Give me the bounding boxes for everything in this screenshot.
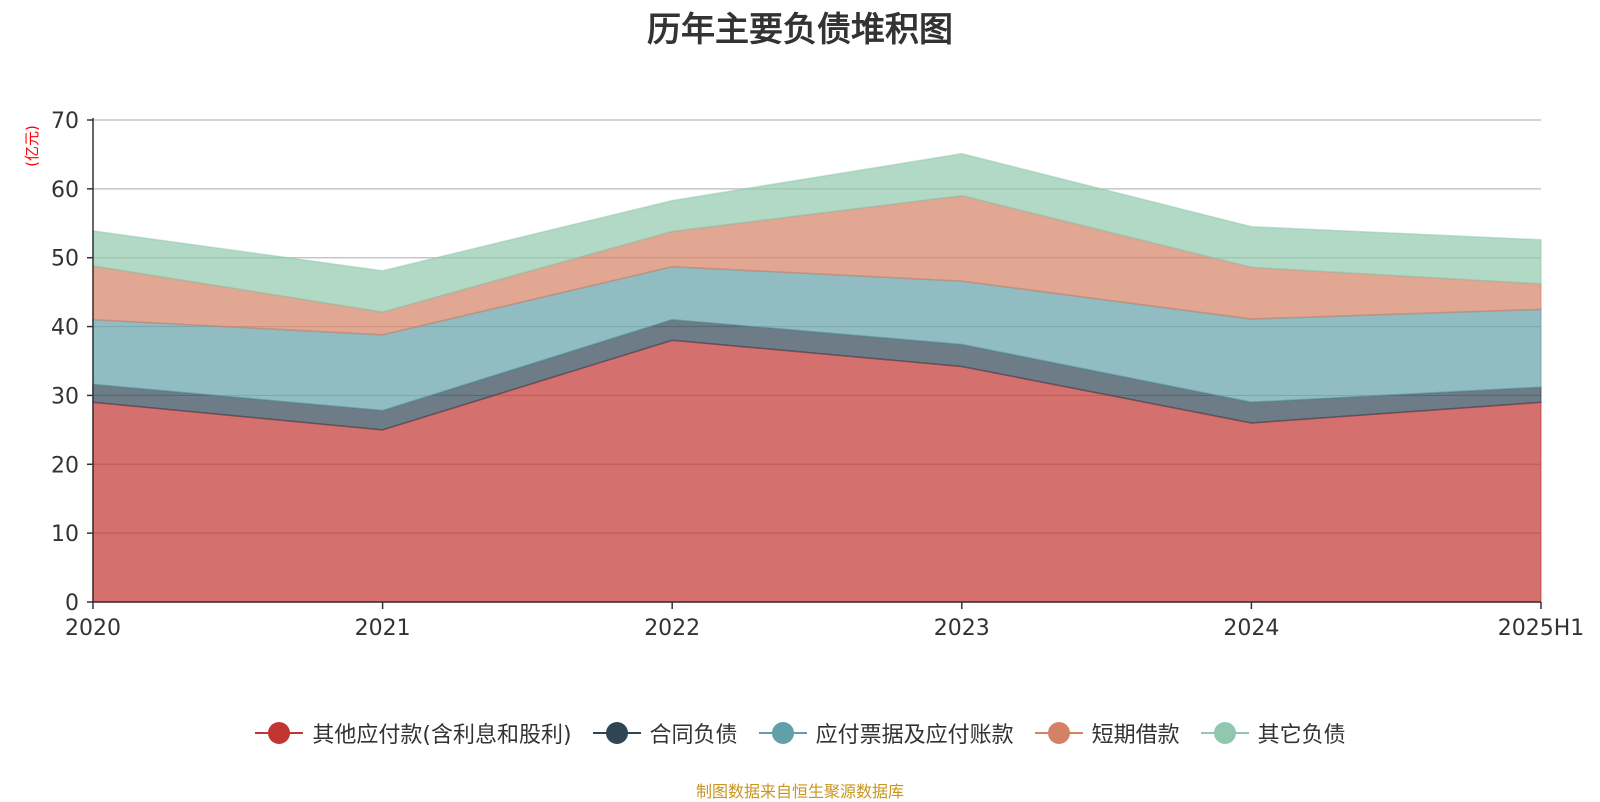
legend-item-0[interactable]: 其他应付款(含利息和股利) xyxy=(254,717,571,749)
x-tick-label: 2022 xyxy=(644,616,700,641)
legend-item-1[interactable]: 合同负债 xyxy=(592,717,738,749)
source-note: 制图数据来自恒生聚源数据库 xyxy=(0,778,1600,802)
y-tick-label: 60 xyxy=(51,178,79,203)
chart-legend: 其他应付款(含利息和股利) 合同负债 应付票据及应付账款 短期借款 其它负债 xyxy=(0,717,1600,749)
y-tick-label: 70 xyxy=(51,109,79,134)
legend-label: 其它负债 xyxy=(1258,717,1346,749)
x-tick-label: 2024 xyxy=(1223,616,1279,641)
legend-marker-icon xyxy=(592,719,642,747)
legend-label: 其他应付款(含利息和股利) xyxy=(312,717,571,749)
x-tick-label: 2020 xyxy=(65,616,121,641)
legend-label: 应付票据及应付账款 xyxy=(816,717,1014,749)
y-axis-unit-label: (亿元) xyxy=(23,125,41,167)
legend-item-3[interactable]: 短期借款 xyxy=(1034,717,1180,749)
x-tick-label: 2025H1 xyxy=(1498,616,1585,641)
y-tick-label: 20 xyxy=(51,453,79,478)
y-tick-label: 30 xyxy=(51,384,79,409)
stacked-areas xyxy=(93,154,1541,602)
legend-marker-icon xyxy=(1200,719,1250,747)
legend-item-2[interactable]: 应付票据及应付账款 xyxy=(758,717,1014,749)
y-tick-label: 10 xyxy=(51,522,79,547)
x-tick-label: 2023 xyxy=(934,616,990,641)
x-tick-label: 2021 xyxy=(355,616,411,641)
legend-marker-icon xyxy=(1034,719,1084,747)
legend-label: 短期借款 xyxy=(1092,717,1180,749)
y-tick-label: 40 xyxy=(51,316,79,341)
legend-marker-icon xyxy=(758,719,808,747)
legend-item-4[interactable]: 其它负债 xyxy=(1200,717,1346,749)
legend-label: 合同负债 xyxy=(650,717,738,749)
y-tick-label: 0 xyxy=(65,591,79,616)
y-tick-label: 50 xyxy=(51,247,79,272)
legend-marker-icon xyxy=(254,719,304,747)
